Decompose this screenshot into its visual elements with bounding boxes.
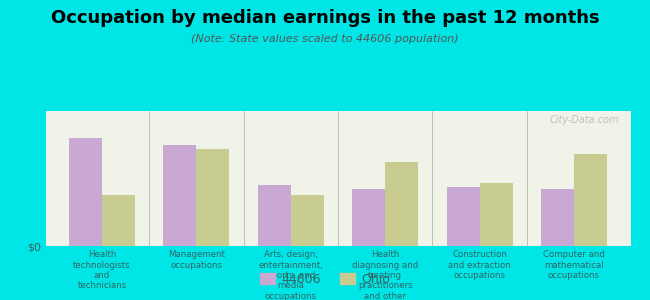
- Bar: [574, 154, 607, 246]
- Bar: [258, 185, 291, 246]
- Bar: [102, 195, 135, 246]
- Bar: [69, 138, 102, 246]
- Bar: [480, 182, 513, 246]
- Legend: 44606, Ohio: 44606, Ohio: [255, 268, 395, 291]
- Bar: [291, 195, 324, 246]
- Text: City-Data.com: City-Data.com: [549, 115, 619, 125]
- Text: Occupation by median earnings in the past 12 months: Occupation by median earnings in the pas…: [51, 9, 599, 27]
- Bar: [196, 149, 229, 246]
- Text: (Note: State values scaled to 44606 population): (Note: State values scaled to 44606 popu…: [191, 34, 459, 44]
- Bar: [352, 189, 385, 246]
- Bar: [163, 145, 196, 246]
- Bar: [385, 162, 418, 246]
- Bar: [541, 189, 574, 246]
- Bar: [447, 187, 480, 246]
